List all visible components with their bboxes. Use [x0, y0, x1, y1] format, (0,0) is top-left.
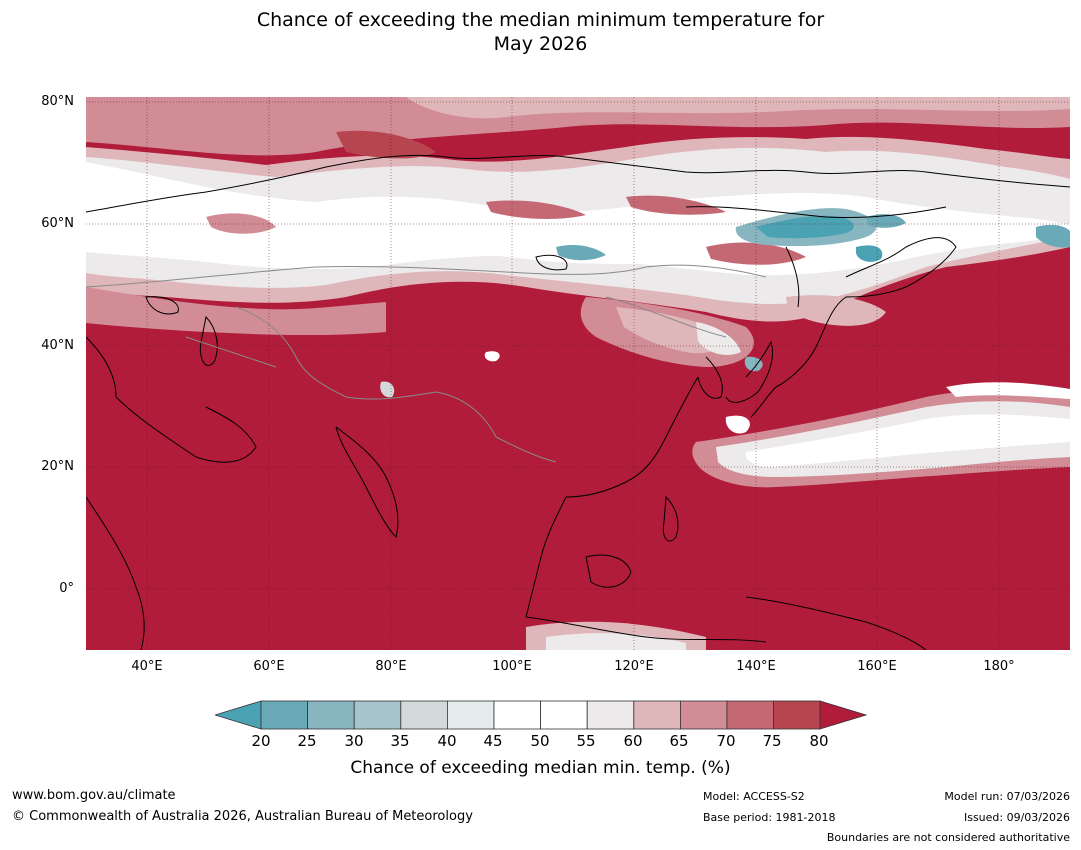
model-run-text: Model run: 07/03/2026: [944, 790, 1070, 803]
lat-label-0: 0°: [59, 581, 74, 596]
boundaries-note: Boundaries are not considered authoritat…: [826, 831, 1070, 844]
forecast-map: 80°N 60°N 40°N 20°N 0° 40°E 60°E 80°E 10…: [41, 94, 1070, 674]
map-title: Chance of exceeding the median minimum t…: [0, 8, 1081, 56]
colorbar-segment: [726, 700, 774, 730]
colorbar-tick-20: 20: [251, 732, 271, 750]
colorbar-segment: [586, 700, 635, 730]
lon-label-180: 180°: [983, 659, 1015, 674]
colorbar-segments: [260, 700, 821, 730]
colorbar-high-extension: [819, 700, 867, 730]
map-canvas: [86, 97, 1070, 650]
colorbar-segment: [307, 700, 355, 730]
lat-label-20n: 20°N: [41, 459, 74, 474]
colorbar: [215, 700, 867, 730]
colorbar-tick-75: 75: [762, 732, 782, 750]
colorbar-tick-50: 50: [530, 732, 550, 750]
base-period-text: Base period: 1981-2018: [703, 811, 836, 824]
colorbar-tick-45: 45: [483, 732, 503, 750]
lon-label-40e: 40°E: [131, 659, 163, 674]
grid-lines: [86, 97, 1070, 650]
colorbar-tick-70: 70: [716, 732, 736, 750]
colorbar-segment: [446, 700, 495, 730]
colorbar-tick-30: 30: [344, 732, 364, 750]
colorbar-tick-40: 40: [437, 732, 457, 750]
lon-label-60e: 60°E: [253, 659, 285, 674]
copyright-text: © Commonwealth of Australia 2026, Austra…: [12, 809, 473, 824]
colorbar-tick-60: 60: [623, 732, 643, 750]
colorbar-tick-55: 55: [576, 732, 596, 750]
lon-label-100e: 100°E: [492, 659, 532, 674]
country-boundaries: [86, 264, 767, 463]
lon-label-160e: 160°E: [857, 659, 897, 674]
lat-label-60n: 60°N: [41, 216, 74, 231]
title-line-2: May 2026: [493, 33, 588, 55]
lon-label-140e: 140°E: [736, 659, 776, 674]
colorbar-segment: [353, 700, 402, 730]
coastlines: [86, 154, 1070, 650]
probability-fields: [86, 97, 1070, 650]
lat-label-40n: 40°N: [41, 338, 74, 353]
colorbar-low-extension: [215, 700, 262, 730]
colorbar-label: Chance of exceeding median min. temp. (%…: [350, 758, 731, 778]
colorbar-segment: [493, 700, 541, 730]
model-text: Model: ACCESS-S2: [703, 790, 805, 803]
lat-label-80n: 80°N: [41, 94, 74, 109]
website-link[interactable]: www.bom.gov.au/climate: [12, 788, 176, 803]
colorbar-tick-35: 35: [390, 732, 410, 750]
issued-text: Issued: 09/03/2026: [963, 811, 1070, 824]
title-line-1: Chance of exceeding the median minimum t…: [256, 9, 825, 31]
colorbar-tick-80: 80: [809, 732, 829, 750]
lon-label-80e: 80°E: [375, 659, 407, 674]
colorbar-tick-65: 65: [669, 732, 689, 750]
colorbar-segment: [773, 700, 821, 730]
colorbar-segment: [633, 700, 681, 730]
colorbar-segment: [400, 700, 448, 730]
colorbar-segment: [260, 700, 308, 730]
colorbar-tick-25: 25: [297, 732, 317, 750]
lon-label-120e: 120°E: [614, 659, 654, 674]
colorbar-segment: [679, 700, 728, 730]
colorbar-segment: [540, 700, 588, 730]
